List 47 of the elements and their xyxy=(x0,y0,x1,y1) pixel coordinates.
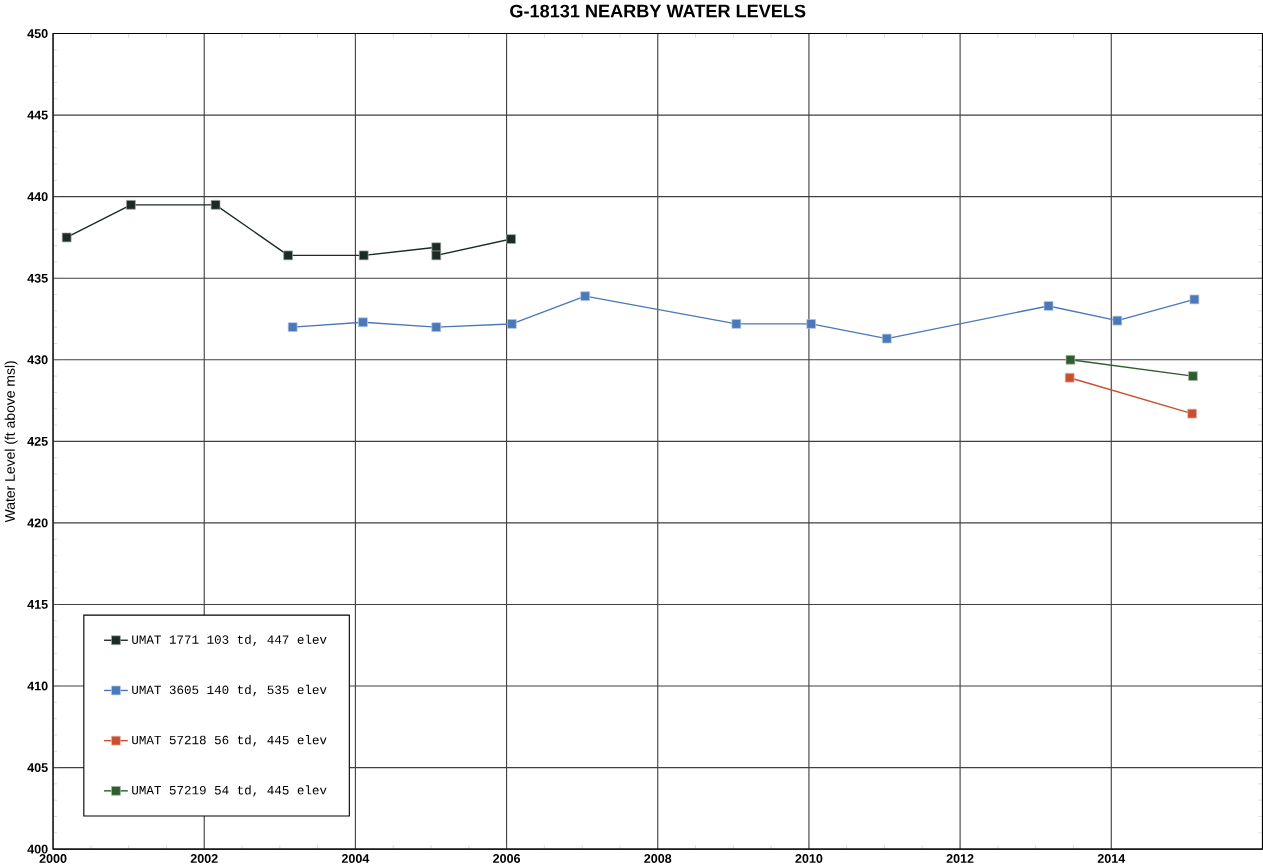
y-tick-label: 415 xyxy=(27,600,48,610)
legend-label: UMAT 1771 103 td, 447 elev xyxy=(132,634,327,647)
x-tick-label: 2010 xyxy=(795,854,823,864)
x-tick-label: 2000 xyxy=(39,854,67,864)
x-tick-label: 2012 xyxy=(946,854,974,864)
point xyxy=(580,291,590,302)
x-tick-label: 2002 xyxy=(190,854,218,864)
legend-label: UMAT 3605 140 td, 535 elev xyxy=(132,685,327,697)
y-tick-label: 420 xyxy=(27,518,48,528)
point xyxy=(1189,294,1200,305)
point xyxy=(61,232,72,243)
point xyxy=(431,322,442,333)
x-tick-label: 2004 xyxy=(341,854,370,864)
y-tick-label: 435 xyxy=(27,273,48,283)
point xyxy=(210,200,221,210)
y-tick-label: 425 xyxy=(27,437,48,446)
point xyxy=(1187,409,1197,419)
y-axis-title: Water Level (ft above msl) xyxy=(4,361,18,523)
chart-title: G-18131 NEARBY WATER LEVELS xyxy=(510,4,806,18)
point xyxy=(731,319,742,329)
point xyxy=(1043,301,1054,311)
y-tick-label: 430 xyxy=(27,355,48,365)
y-tick-label: 410 xyxy=(27,681,48,691)
x-tick-label: 2008 xyxy=(644,854,672,864)
y-tick-label: 405 xyxy=(27,763,48,773)
x-tick-label: 2006 xyxy=(493,854,521,864)
point xyxy=(881,333,892,344)
point xyxy=(506,234,516,245)
point xyxy=(806,319,816,329)
legend-label: UMAT 57219 54 td, 445 elev xyxy=(132,785,327,797)
y-tick-label: 440 xyxy=(27,192,48,202)
legend-label: UMAT 57218 56 td, 445 elev xyxy=(132,735,327,747)
point xyxy=(358,250,369,261)
y-tick-label: 450 xyxy=(27,29,48,39)
point xyxy=(1064,373,1075,383)
y-tick-label: 445 xyxy=(27,110,48,120)
point xyxy=(1065,355,1076,365)
point xyxy=(507,319,517,329)
x-tick-label: 2014 xyxy=(1097,854,1126,864)
point xyxy=(358,317,368,328)
point xyxy=(126,200,136,210)
point xyxy=(431,250,442,261)
point xyxy=(1188,371,1198,382)
point xyxy=(287,322,298,333)
y-tick-label: 400 xyxy=(27,844,48,854)
point xyxy=(1112,316,1123,326)
point xyxy=(283,250,293,261)
